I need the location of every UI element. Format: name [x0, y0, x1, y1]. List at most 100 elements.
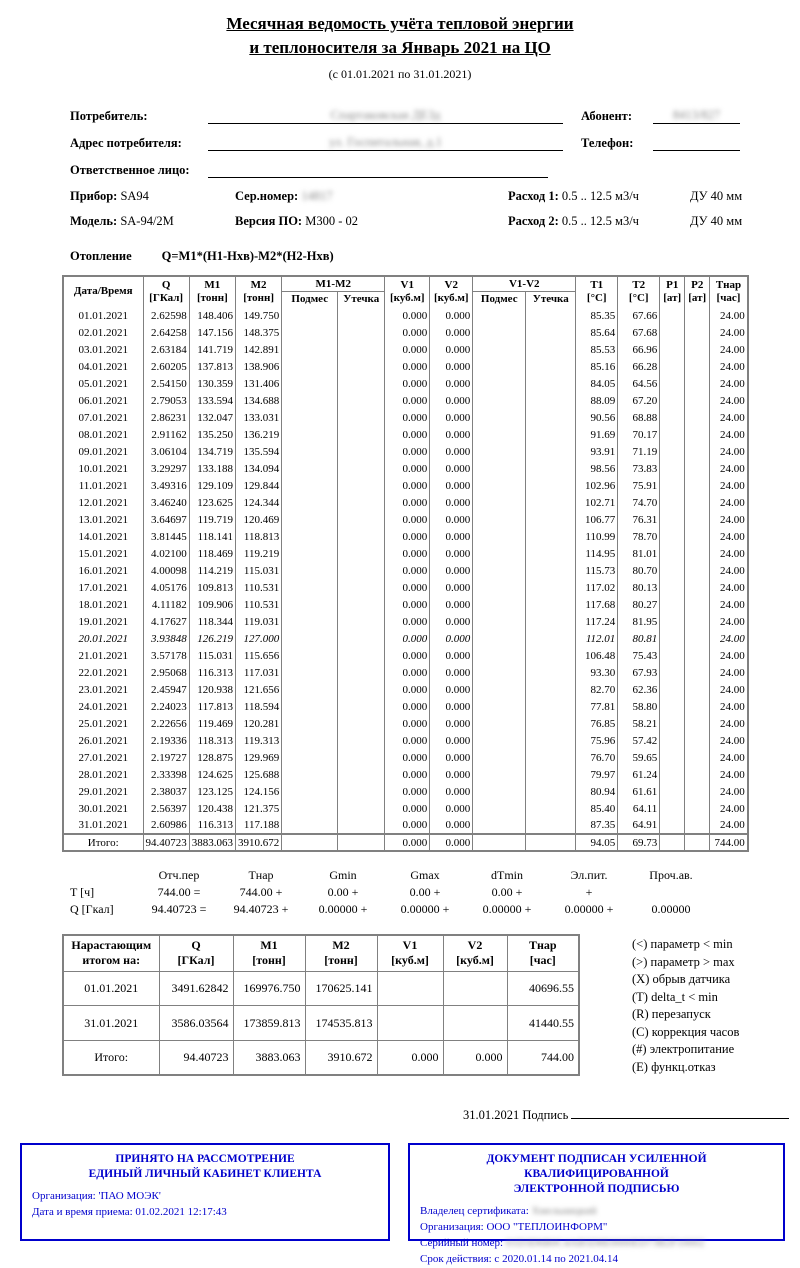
cell-v1v2-leak [525, 409, 577, 427]
cell-p2 [684, 358, 711, 376]
cell-tnar: 24.00 [709, 528, 749, 546]
cell-p2 [684, 409, 711, 427]
cell-m2: 135.594 [234, 443, 283, 461]
cell-m1m2-podmes [281, 783, 339, 801]
cell-t1: 90.56 [575, 409, 619, 427]
cell-t2: 64.56 [617, 375, 661, 393]
cell-m1m2-leak [337, 375, 386, 393]
table-row: 02.01.2021 2.64258 147.156 148.375 0.000… [62, 324, 749, 342]
cell-m1m2-leak [337, 596, 386, 614]
cell-date: 26.01.2021 [62, 732, 144, 750]
abonent-label: Абонент: [581, 108, 632, 123]
cell-date: 17.01.2021 [62, 579, 144, 597]
cell-v1: 0.000 [384, 664, 431, 682]
cell-date: 01.01.2021 [62, 307, 144, 325]
stamps-section: ПРИНЯТО НА РАССМОТРЕНИЕ ЕДИНЫЙ ЛИЧНЫЙ КА… [20, 1143, 785, 1265]
cell-m1: 118.141 [188, 528, 237, 546]
cell-v1v2-podmes [472, 562, 527, 580]
cell-v1: 0.000 [384, 392, 431, 410]
cell-t2: 80.70 [617, 562, 661, 580]
cell-tnar: 24.00 [709, 698, 749, 716]
cell-v1: 0.000 [384, 460, 431, 478]
cell-v1v2-podmes [472, 766, 527, 784]
cell-p1 [659, 341, 686, 359]
cell-v1: 0.000 [384, 341, 431, 359]
cell-v1v2-podmes [472, 800, 527, 818]
cell-v1: 0.000 [376, 1039, 444, 1076]
heat-formula: Q=M1*(H1-Hхв)-M2*(H2-Hхв) [161, 248, 334, 263]
cell-date: 06.01.2021 [62, 392, 144, 410]
cell-m1m2-podmes [281, 409, 339, 427]
cell-t2: 64.91 [617, 817, 661, 835]
table-row: 23.01.2021 2.45947 120.938 121.656 0.000… [62, 681, 749, 699]
cell-date: 30.01.2021 [62, 800, 144, 818]
cell-p1 [659, 817, 686, 835]
col-m1m2-podmes: Подмес [281, 291, 339, 308]
cell-t1: 75.96 [575, 732, 619, 750]
daily-table-body: 01.01.2021 2.62598 148.406 149.750 0.000… [62, 307, 749, 835]
cell-m1: 120.438 [188, 800, 237, 818]
cell-v1v2-leak [525, 426, 577, 444]
col-v1: V1 [куб.м] [384, 275, 431, 308]
cell-p1 [659, 460, 686, 478]
cell-t2: 61.61 [617, 783, 661, 801]
cell-v2: 0.000 [429, 630, 474, 648]
acceptance-title-1: ПРИНЯТО НА РАССМОТРЕНИЕ [115, 1153, 295, 1166]
cell-q: 2.63184 [142, 341, 190, 359]
cell-v1v2-leak [525, 562, 577, 580]
cell-date: 18.01.2021 [62, 596, 144, 614]
cell-q: 4.00098 [142, 562, 190, 580]
cell-v1: 0.000 [384, 817, 431, 835]
cell-m2: 110.531 [234, 579, 283, 597]
cell-p2 [684, 766, 711, 784]
cell-date: 24.01.2021 [62, 698, 144, 716]
cert-validity-line: Срок действия: с 2020.01.14 по 2021.04.1… [420, 1252, 618, 1265]
cell-p2 [684, 698, 711, 716]
cell-v1v2-podmes [472, 375, 527, 393]
summary-col-tnar: Тнар [248, 868, 274, 883]
cell-v2: 0.000 [429, 443, 474, 461]
cell-m1m2-leak [337, 715, 386, 733]
cell-p2 [684, 630, 711, 648]
cell-p2 [684, 528, 711, 546]
cell-m1m2-leak [337, 732, 386, 750]
device-row-1: Прибор: SA94 Сер.номер: 14817 Расход 1: … [70, 189, 800, 204]
cell-p2 [684, 800, 711, 818]
table-row: 03.01.2021 2.63184 141.719 142.891 0.000… [62, 341, 749, 359]
cell-m2: 138.906 [234, 358, 283, 376]
cell-v1v2-leak [525, 307, 577, 325]
cell-p2 [684, 426, 711, 444]
col-p2: P2 [ат] [684, 275, 711, 308]
document-title: Месячная ведомость учёта тепловой энерги… [0, 12, 800, 60]
cell-p1 [659, 477, 686, 495]
cell-v1: 0.000 [384, 426, 431, 444]
cell-v1v2-leak [525, 358, 577, 376]
table-row: 16.01.2021 4.00098 114.219 115.031 0.000… [62, 562, 749, 580]
serial-value: 14817 [301, 188, 333, 203]
cell-v1 [376, 1005, 444, 1041]
total-m2: 3910.672 [234, 833, 283, 852]
cell-v2: 0.000 [429, 324, 474, 342]
firmware-label: Версия ПО: [235, 213, 303, 228]
col-p1: P1 [ат] [659, 275, 686, 308]
cell-v1v2-leak [525, 681, 577, 699]
cell-p1 [659, 494, 686, 512]
cell-m1: 147.156 [188, 324, 237, 342]
cell-m2: 118.813 [234, 528, 283, 546]
cell-q: 2.64258 [142, 324, 190, 342]
cert-serial-line: Серийный номер: 01D3D6B0C4AB5D8E0000ED73… [420, 1236, 705, 1249]
cell-tnar: 24.00 [709, 477, 749, 495]
phone-label: Телефон: [581, 135, 634, 150]
cell-v1: 0.000 [384, 443, 431, 461]
cell-p2 [684, 613, 711, 631]
cell-m2: 110.531 [234, 596, 283, 614]
daily-table-header: Дата/Время Q [ГКал] M1 [тонн] M2 [тонн] M1-… [62, 275, 749, 308]
col-v1v2-leak: Утечка [525, 291, 577, 308]
signature-row: 31.01.2021 Подпись [463, 1106, 800, 1123]
cell-t2: 67.20 [617, 392, 661, 410]
cell-m2: 142.891 [234, 341, 283, 359]
cell-m1m2-podmes [281, 664, 339, 682]
cell-v1: 0.000 [384, 375, 431, 393]
summary-col-otchper: Отч.пер [158, 868, 200, 883]
signature-label: 31.01.2021 Подпись [463, 1108, 569, 1123]
